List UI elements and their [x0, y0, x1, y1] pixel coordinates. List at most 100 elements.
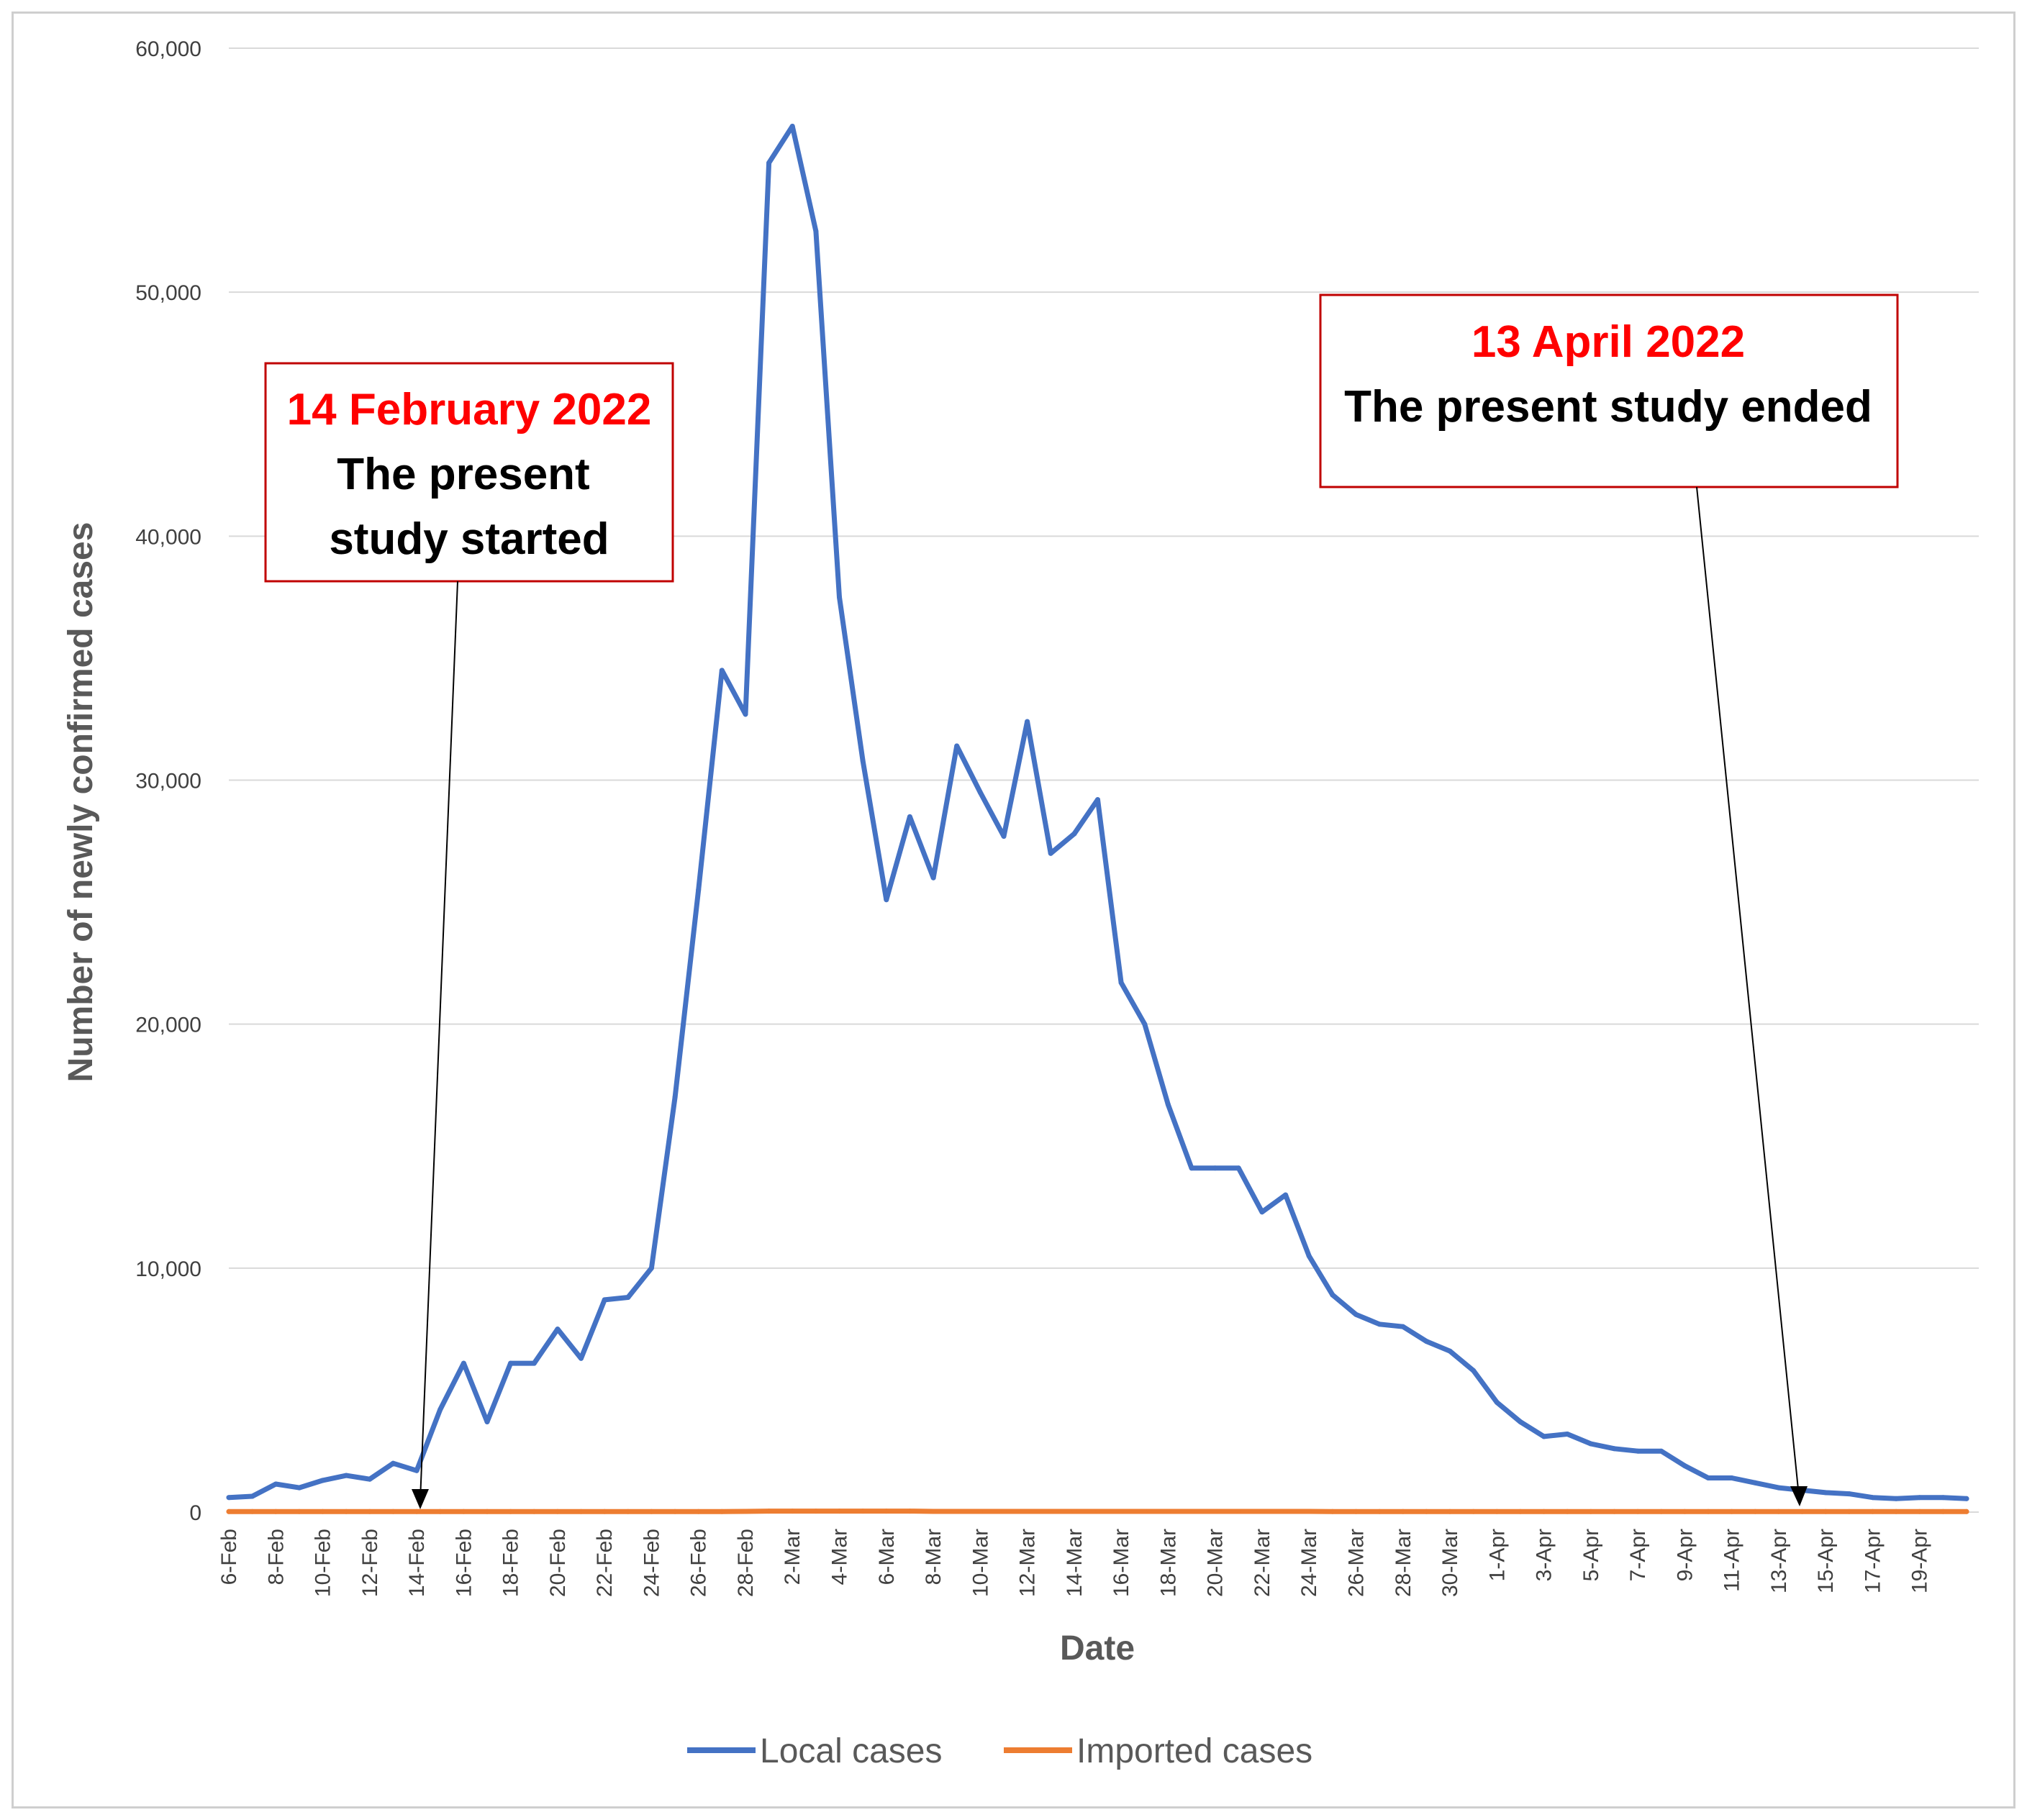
- data-point-local: [1423, 1339, 1429, 1344]
- data-point-local: [226, 1495, 232, 1501]
- y-tick-label: 50,000: [135, 281, 201, 305]
- annotation-start-arrow: [420, 581, 458, 1501]
- data-point-local: [390, 1460, 396, 1466]
- data-point-imported: [977, 1509, 983, 1514]
- data-point-local: [367, 1476, 373, 1482]
- x-tick-label: 17-Apr: [1861, 1529, 1885, 1593]
- x-tick-label: 5-Apr: [1579, 1529, 1603, 1581]
- annotation-start-line1: The present: [337, 450, 589, 499]
- x-tick-label: 26-Mar: [1344, 1529, 1368, 1597]
- data-point-local: [1001, 834, 1007, 839]
- data-point-local: [484, 1419, 490, 1424]
- data-point-imported: [1893, 1509, 1899, 1514]
- y-tick-label: 60,000: [135, 37, 201, 61]
- data-point-local: [1682, 1463, 1687, 1469]
- x-tick-label: 22-Feb: [593, 1529, 617, 1597]
- x-tick-label: 12-Feb: [358, 1529, 382, 1597]
- x-tick-label: 28-Feb: [734, 1529, 758, 1597]
- data-point-imported: [461, 1509, 466, 1514]
- x-tick-label: 10-Mar: [969, 1529, 992, 1597]
- data-point-imported: [1471, 1509, 1477, 1514]
- data-point-imported: [1588, 1509, 1594, 1514]
- data-point-local: [1776, 1485, 1782, 1491]
- data-point-imported: [1846, 1509, 1852, 1514]
- data-point-imported: [696, 1509, 702, 1514]
- data-point-imported: [1165, 1509, 1171, 1514]
- data-point-local: [1447, 1348, 1453, 1354]
- x-tick-label: 14-Mar: [1063, 1529, 1087, 1597]
- data-point-imported: [1048, 1509, 1053, 1514]
- data-point-local: [579, 1355, 584, 1361]
- data-point-local: [930, 875, 936, 881]
- data-point-imported: [1118, 1509, 1124, 1514]
- x-tick-label: 18-Mar: [1156, 1529, 1180, 1597]
- data-point-imported: [226, 1509, 232, 1514]
- x-tick-label: 22-Mar: [1251, 1529, 1274, 1597]
- annotation-end-date: 13 April 2022: [1471, 317, 1745, 367]
- y-tick-label: 40,000: [135, 525, 201, 549]
- x-tick-label: 14-Feb: [405, 1529, 429, 1597]
- annotation-box-start: [264, 362, 674, 583]
- data-point-local: [1165, 1102, 1171, 1108]
- x-tick-label: 3-Apr: [1533, 1529, 1556, 1581]
- data-point-local: [1353, 1311, 1359, 1317]
- x-axis-ticks: 6-Feb 8-Feb 10-Feb 12-Feb 14-Feb 16-Feb 18-Feb…: [217, 1529, 1932, 1597]
- data-point-imported: [860, 1509, 866, 1514]
- data-point-local: [437, 1407, 443, 1412]
- data-point-imported: [930, 1509, 936, 1514]
- data-point-imported: [672, 1509, 678, 1514]
- data-point-local: [1048, 850, 1053, 856]
- data-point-local: [1940, 1495, 1946, 1501]
- data-point-local: [1471, 1368, 1477, 1373]
- data-point-imported: [907, 1509, 912, 1514]
- data-point-imported: [1353, 1509, 1359, 1514]
- data-point-local: [602, 1297, 607, 1303]
- data-point-imported: [766, 1509, 772, 1514]
- x-tick-label: 24-Feb: [640, 1529, 663, 1597]
- data-point-imported: [1095, 1509, 1100, 1514]
- data-point-local: [719, 668, 725, 673]
- data-point-imported: [1400, 1509, 1406, 1514]
- data-point-local: [1541, 1434, 1547, 1439]
- annotation-study-start: 14 February 2022 The present study start…: [264, 362, 674, 1509]
- data-point-local: [696, 887, 702, 893]
- y-tick-label: 30,000: [135, 770, 201, 793]
- data-point-local: [860, 757, 866, 763]
- x-tick-label: 26-Feb: [687, 1529, 711, 1597]
- x-tick-label: 20-Feb: [546, 1529, 570, 1597]
- x-tick-label: 8-Feb: [264, 1529, 288, 1585]
- data-point-local: [1142, 1022, 1148, 1027]
- x-tick-label: 9-Apr: [1673, 1529, 1697, 1581]
- annotation-box-end: [1319, 294, 1899, 488]
- data-point-local: [1189, 1165, 1194, 1171]
- data-point-imported: [1212, 1509, 1218, 1514]
- data-point-local: [296, 1485, 302, 1491]
- data-point-imported: [1752, 1509, 1758, 1514]
- data-point-imported: [1518, 1509, 1523, 1514]
- data-point-local: [508, 1360, 514, 1366]
- data-point-local: [743, 711, 748, 717]
- data-point-imported: [1330, 1509, 1336, 1514]
- x-tick-label: 30-Mar: [1438, 1529, 1462, 1597]
- data-point-imported: [1142, 1509, 1148, 1514]
- data-point-local: [273, 1481, 278, 1487]
- x-tick-label: 20-Mar: [1204, 1529, 1228, 1597]
- data-point-imported: [555, 1509, 561, 1514]
- annotation-end-arrow: [1696, 486, 1800, 1497]
- x-tick-label: 8-Mar: [922, 1529, 946, 1585]
- data-point-local: [555, 1327, 561, 1332]
- data-point-imported: [1001, 1509, 1007, 1514]
- data-point-local: [884, 897, 889, 903]
- data-point-imported: [1870, 1509, 1875, 1514]
- data-point-local: [320, 1478, 325, 1483]
- legend: Local cases Imported cases: [687, 1732, 1312, 1770]
- annotation-end-arrowhead: [1790, 1486, 1808, 1506]
- data-point-imported: [648, 1509, 654, 1514]
- data-point-local: [1330, 1292, 1336, 1298]
- data-point-imported: [1800, 1509, 1805, 1514]
- data-point-local: [250, 1493, 255, 1499]
- y-axis-title: Number of newly confirmed cases: [62, 522, 100, 1083]
- data-point-imported: [250, 1509, 255, 1514]
- data-point-imported: [367, 1509, 373, 1514]
